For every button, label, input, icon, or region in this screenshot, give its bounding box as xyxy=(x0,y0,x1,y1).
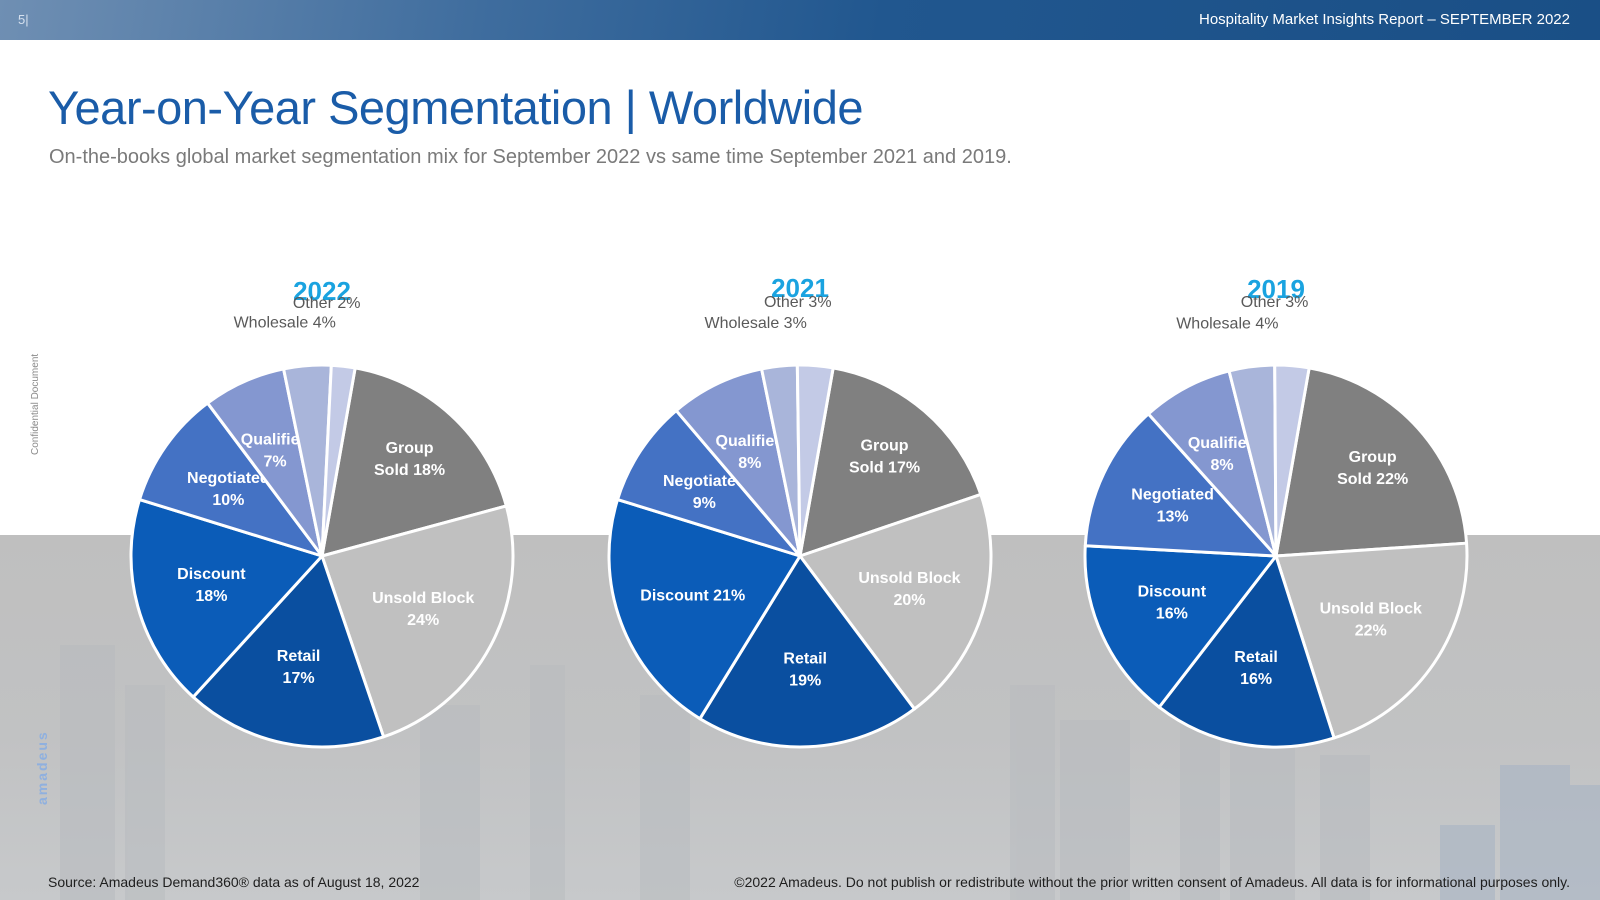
pie-slice-2019-negotiated xyxy=(1083,412,1278,558)
data-label-2021-retail: Retail xyxy=(783,650,827,667)
data-label-2022-discount: Discount xyxy=(177,566,246,583)
pie-slice-2019-other xyxy=(1273,363,1311,558)
pie-slice-2021-negotiated xyxy=(616,409,802,558)
chart-title-2019: 2019 xyxy=(1247,274,1305,304)
pie-slice-2019-group-sold xyxy=(1274,366,1469,558)
data-label-2021-qualified: Qualified xyxy=(716,433,784,450)
data-label-2022-negotiated: Negotiated xyxy=(187,470,270,487)
data-label-2022-group-sold: Sold 18% xyxy=(374,462,445,479)
pie-slice-2022-other xyxy=(320,363,357,558)
data-label-2022-other: Other 2% xyxy=(293,295,361,312)
page-subtitle: On-the-books global market segmentation … xyxy=(49,146,1012,168)
data-label-2021-group-sold: Sold 17% xyxy=(849,459,920,476)
data-label-2019-qualified: Qualified xyxy=(1188,435,1256,452)
pie-slice-2022-group-sold xyxy=(320,366,508,558)
pie-slice-2019-retail xyxy=(1157,554,1336,749)
source-note: Source: Amadeus Demand360® data as of Au… xyxy=(48,874,420,890)
data-label-2022-wholesale: Wholesale 4% xyxy=(234,314,336,331)
data-label-2019-retail: 16% xyxy=(1240,671,1272,688)
data-label-2022-retail: Retail xyxy=(277,648,321,665)
data-label-2019-retail: Retail xyxy=(1234,649,1278,666)
report-title: Hospitality Market Insights Report – SEP… xyxy=(1199,11,1570,28)
chart-title-2022: 2022 xyxy=(293,276,351,306)
data-label-2021-wholesale: Wholesale 3% xyxy=(705,315,807,332)
data-label-2019-qualified: 8% xyxy=(1211,457,1234,474)
data-label-2021-qualified: 8% xyxy=(738,455,761,472)
data-label-2021-unsold-block: 20% xyxy=(893,592,925,609)
data-label-2021-negotiated: Negotiated xyxy=(663,473,746,490)
pie-slice-2019-qualified xyxy=(1146,369,1278,558)
chart-title-2021: 2021 xyxy=(771,273,829,303)
data-label-2021-negotiated: 9% xyxy=(693,495,716,512)
pie-slice-2022-retail xyxy=(191,554,386,749)
data-label-2021-discount: Discount 21% xyxy=(640,587,745,604)
pie-slice-2021-discount xyxy=(607,498,802,721)
header-bar: 5| Hospitality Market Insights Report – … xyxy=(0,0,1600,40)
data-label-2022-unsold-block: 24% xyxy=(407,612,439,629)
data-label-2019-other: Other 3% xyxy=(1241,294,1309,311)
pie-slice-2022-discount xyxy=(129,498,324,699)
data-label-2022-qualified: 7% xyxy=(263,453,286,470)
data-label-2022-discount: 18% xyxy=(195,588,227,605)
pie-slice-2021-qualified xyxy=(674,367,802,558)
data-label-2021-retail: 19% xyxy=(789,672,821,689)
pie-slice-2021-other xyxy=(795,363,835,558)
data-label-2022-qualified: Qualified xyxy=(241,431,309,448)
data-label-2022-retail: 17% xyxy=(283,670,315,687)
data-label-2022-group-sold: Group xyxy=(386,440,434,457)
page-title: Year-on-Year Segmentation | Worldwide xyxy=(48,81,863,134)
city-skyline-image xyxy=(60,645,1600,900)
pie-slice-2022-unsold-block xyxy=(320,504,515,739)
data-label-2022-negotiated: 10% xyxy=(212,492,244,509)
data-label-2019-group-sold: Sold 22% xyxy=(1337,471,1408,488)
data-label-2019-unsold-block: Unsold Block xyxy=(1320,600,1422,617)
data-label-2019-negotiated: 13% xyxy=(1157,509,1189,526)
data-label-2021-other: Other 3% xyxy=(764,294,832,311)
data-label-2021-group-sold: Group xyxy=(861,437,909,454)
pie-slice-2021-retail xyxy=(698,554,916,749)
pie-slice-2019-unsold-block xyxy=(1274,541,1469,740)
data-label-2022-unsold-block: Unsold Block xyxy=(372,590,474,607)
data-label-2019-unsold-block: 22% xyxy=(1355,622,1387,639)
data-label-2019-negotiated: Negotiated xyxy=(1131,487,1214,504)
data-label-2019-wholesale: Wholesale 4% xyxy=(1176,315,1278,332)
pie-slice-2022-negotiated xyxy=(138,401,324,558)
pie-slice-2021-unsold-block xyxy=(798,492,993,711)
pie-slice-2019-discount xyxy=(1083,544,1278,709)
data-label-2019-discount: Discount xyxy=(1138,584,1207,601)
data-label-2019-group-sold: Group xyxy=(1349,449,1397,466)
data-label-2019-discount: 16% xyxy=(1156,606,1188,623)
page-number: 5| xyxy=(18,12,29,27)
data-label-2021-unsold-block: Unsold Block xyxy=(858,570,960,587)
copyright-note: ©2022 Amadeus. Do not publish or redistr… xyxy=(734,874,1570,890)
